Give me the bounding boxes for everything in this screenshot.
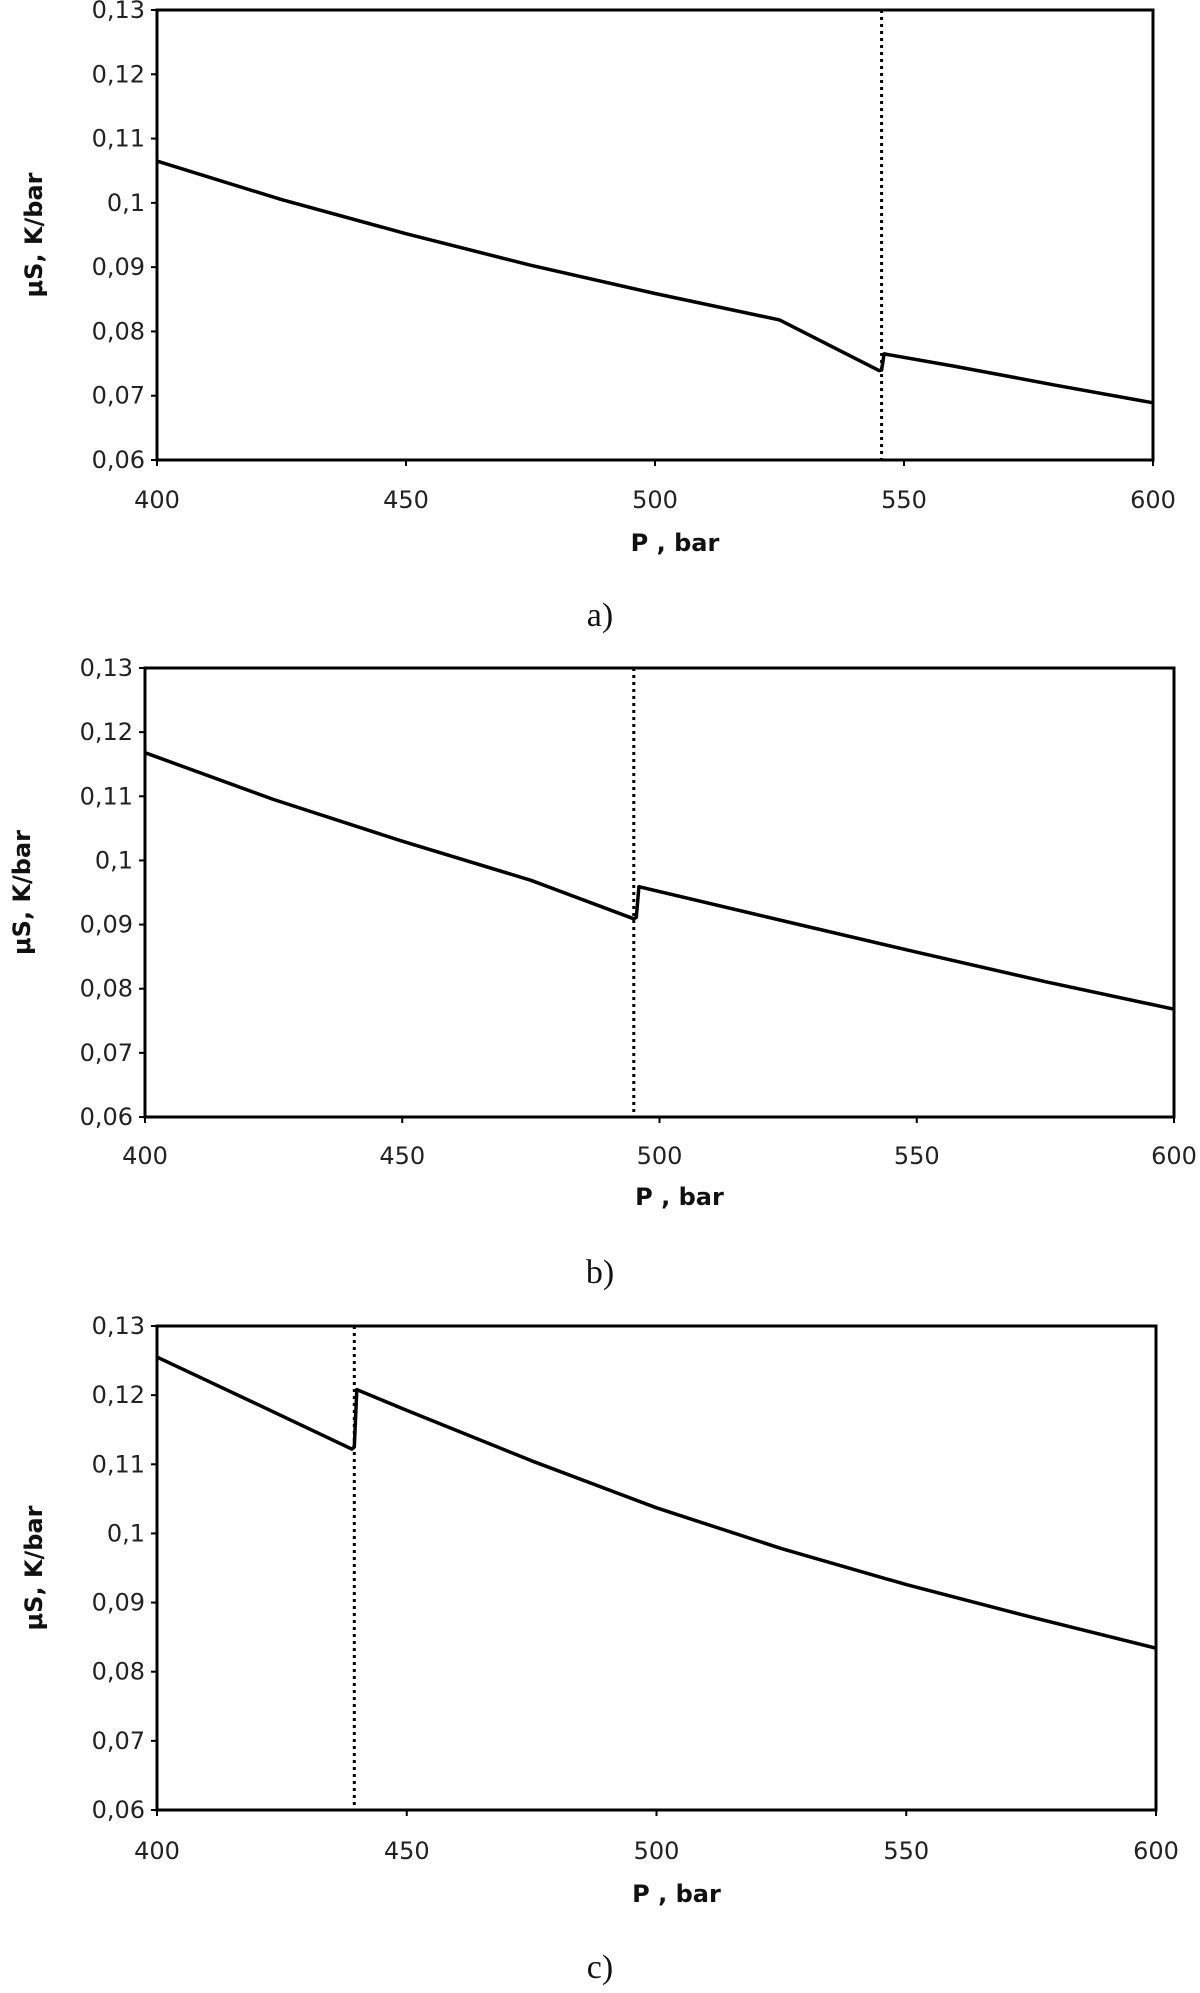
x-tick-label: 550 [883,1837,929,1865]
y-tick-label: 0,11 [92,125,145,153]
panel-caption: a) [587,597,613,634]
x-tick-label: 600 [1130,486,1176,514]
y-tick-label: 0,06 [92,1796,145,1824]
plot-frame [155,1324,1158,1812]
y-tick-label: 0,07 [92,382,145,410]
x-tick-label: 500 [637,1142,683,1170]
x-tick-label: 400 [134,1837,180,1865]
x-tick-label: 500 [634,1837,680,1865]
y-tick-label: 0,1 [107,1519,145,1547]
y-tick-label: 0,08 [80,975,133,1003]
series-line [156,1355,1157,1650]
y-tick-label: 0,13 [92,0,145,24]
x-tick-label: 600 [1151,1142,1197,1170]
x-axis-title: P , bar [631,529,720,557]
x-tick-label: 600 [1133,1837,1179,1865]
y-tick-label: 0,09 [92,253,145,281]
y-tick-label: 0,1 [107,189,145,217]
y-tick-label: 0,09 [80,911,133,939]
series-line [144,751,1175,1011]
y-tick-label: 0,08 [92,1658,145,1686]
panel-caption: c) [587,1949,613,1986]
x-tick-label: 400 [134,486,180,514]
x-tick-label: 450 [379,1142,425,1170]
y-tick-label: 0,12 [92,1381,145,1409]
x-axis-title: P , bar [632,1880,721,1908]
chart-panel: 0,06 0,07 0,08 0,09 0,1 0,11 0,12 0,13 400 450 500… [20,0,1176,634]
y-tick-label: 0,08 [92,317,145,345]
y-axis-title: μS, K/bar [8,830,36,955]
panel-caption: b) [586,1254,614,1291]
chart-panel: 0,06 0,07 0,08 0,09 0,1 0,11 0,12 0,13 400 450 500… [20,1312,1179,1986]
y-tick-label: 0,11 [80,782,133,810]
x-tick-label: 400 [122,1142,168,1170]
y-tick-label: 0,07 [80,1039,133,1067]
x-tick-label: 450 [384,1837,430,1865]
y-tick-label: 0,11 [92,1450,145,1478]
x-axis-title: P , bar [635,1183,724,1211]
x-tick-label: 450 [383,486,429,514]
y-tick-label: 0,09 [92,1589,145,1617]
series-line [156,159,1154,405]
y-tick-label: 0,06 [80,1103,133,1131]
plot-frame [155,8,1155,462]
y-tick-label: 0,13 [92,1312,145,1340]
y-tick-label: 0,07 [92,1727,145,1755]
y-tick-label: 0,12 [80,718,133,746]
y-tick-label: 0,12 [92,60,145,88]
y-axis-title: μS, K/bar [20,172,48,297]
x-tick-label: 500 [632,486,678,514]
chart-panel: 0,06 0,07 0,08 0,09 0,1 0,11 0,12 0,13 400 450 500… [8,654,1197,1291]
x-tick-label: 550 [894,1142,940,1170]
y-tick-label: 0,06 [92,446,145,474]
x-tick-label: 550 [881,486,927,514]
y-tick-label: 0,1 [95,846,133,874]
y-tick-label: 0,13 [80,654,133,682]
y-axis-title: μS, K/bar [20,1505,48,1630]
